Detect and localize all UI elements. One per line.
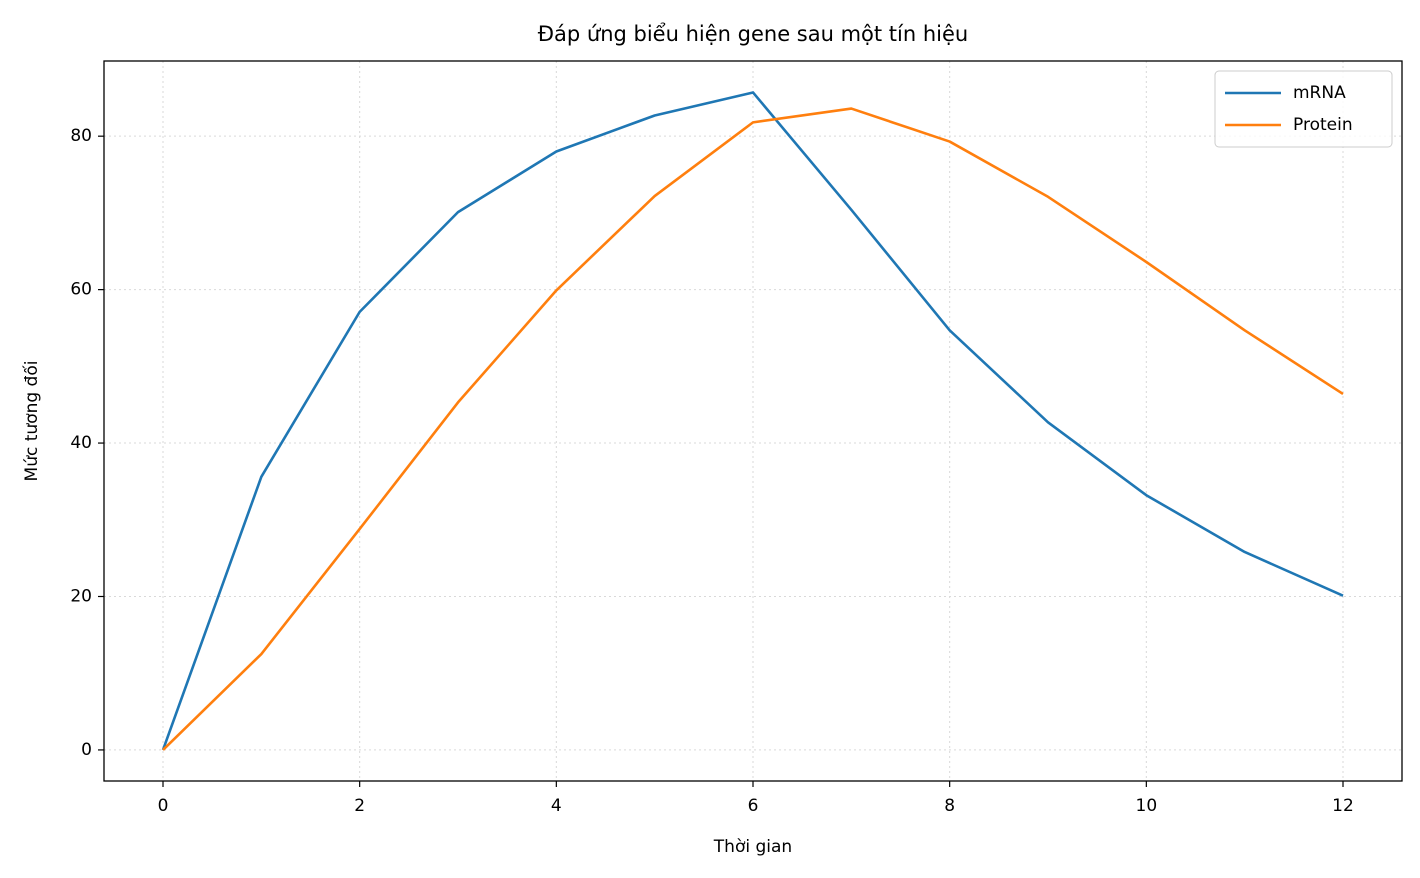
y-tick-label: 20 (70, 586, 92, 606)
x-axis-label: Thời gian (713, 837, 792, 857)
x-tick-label: 8 (944, 796, 955, 816)
x-tick-label: 6 (748, 796, 759, 816)
x-tick-label: 0 (158, 796, 169, 816)
x-tick-label: 2 (354, 796, 365, 816)
y-tick-label: 40 (70, 433, 92, 453)
legend-label: mRNA (1293, 83, 1346, 103)
x-tick-label: 4 (551, 796, 562, 816)
line (161, 91, 1344, 751)
y-tick-label: 60 (70, 280, 92, 300)
legend-box (1214, 70, 1393, 148)
line (162, 107, 1344, 751)
x-tick-label: 10 (1136, 796, 1158, 816)
x-tick-label: 12 (1332, 796, 1354, 816)
y-tick-label: 80 (70, 126, 92, 146)
legend: mRNA Protein (1214, 70, 1393, 148)
plot-frame (103, 60, 1403, 782)
chart-title: Đáp ứng biểu hiện gene sau một tín hiệu (538, 22, 968, 46)
y-tick-label: 0 (81, 740, 92, 760)
y-axis-label: Mức tương đối (21, 361, 42, 482)
legend-label: Protein (1293, 115, 1353, 135)
